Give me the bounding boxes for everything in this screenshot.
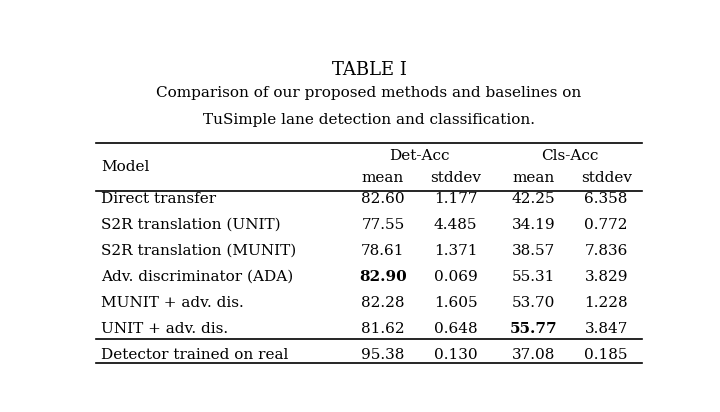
- Text: mean: mean: [513, 171, 554, 185]
- Text: 53.70: 53.70: [512, 295, 555, 309]
- Text: 0.648: 0.648: [433, 322, 477, 336]
- Text: 55.77: 55.77: [510, 322, 557, 336]
- Text: 6.358: 6.358: [585, 192, 628, 206]
- Text: 3.847: 3.847: [585, 322, 628, 336]
- Text: 81.62: 81.62: [361, 322, 405, 336]
- Text: 55.31: 55.31: [512, 269, 555, 283]
- Text: 1.371: 1.371: [433, 243, 477, 258]
- Text: 4.485: 4.485: [433, 218, 477, 232]
- Text: Cls-Acc: Cls-Acc: [541, 149, 598, 163]
- Text: 1.605: 1.605: [433, 295, 477, 309]
- Text: TABLE I: TABLE I: [332, 61, 406, 79]
- Text: 0.772: 0.772: [585, 218, 628, 232]
- Text: Comparison of our proposed methods and baselines on: Comparison of our proposed methods and b…: [156, 86, 582, 100]
- Text: mean: mean: [362, 171, 404, 185]
- Text: 0.185: 0.185: [585, 348, 628, 362]
- Text: 82.28: 82.28: [361, 295, 405, 309]
- Text: Det-Acc: Det-Acc: [389, 149, 449, 163]
- Text: 42.25: 42.25: [512, 192, 555, 206]
- Text: 82.90: 82.90: [359, 269, 407, 283]
- Text: 0.130: 0.130: [433, 348, 477, 362]
- Text: 0.069: 0.069: [433, 269, 477, 283]
- Text: 78.61: 78.61: [361, 243, 405, 258]
- Text: 77.55: 77.55: [361, 218, 405, 232]
- Text: UNIT + adv. dis.: UNIT + adv. dis.: [101, 322, 228, 336]
- Text: Model: Model: [101, 160, 150, 174]
- Text: Detector trained on real: Detector trained on real: [101, 348, 289, 362]
- Text: 82.60: 82.60: [361, 192, 405, 206]
- Text: 37.08: 37.08: [512, 348, 555, 362]
- Text: 95.38: 95.38: [361, 348, 405, 362]
- Text: 34.19: 34.19: [512, 218, 555, 232]
- Text: MUNIT + adv. dis.: MUNIT + adv. dis.: [101, 295, 244, 309]
- Text: TuSimple lane detection and classification.: TuSimple lane detection and classificati…: [203, 113, 535, 127]
- Text: S2R translation (UNIT): S2R translation (UNIT): [101, 218, 281, 232]
- Text: stddev: stddev: [580, 171, 631, 185]
- Text: 38.57: 38.57: [512, 243, 555, 258]
- Text: 1.177: 1.177: [433, 192, 477, 206]
- Text: 7.836: 7.836: [585, 243, 628, 258]
- Text: Adv. discriminator (ADA): Adv. discriminator (ADA): [101, 269, 294, 283]
- Text: 1.228: 1.228: [585, 295, 628, 309]
- Text: S2R translation (MUNIT): S2R translation (MUNIT): [101, 243, 297, 258]
- Text: 3.829: 3.829: [585, 269, 628, 283]
- Text: Direct transfer: Direct transfer: [101, 192, 216, 206]
- Text: stddev: stddev: [430, 171, 481, 185]
